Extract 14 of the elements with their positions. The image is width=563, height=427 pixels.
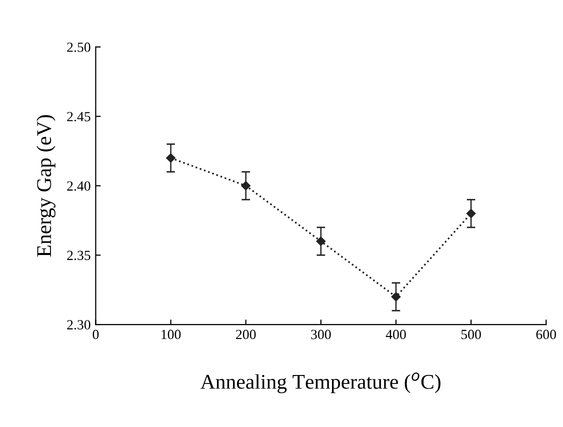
y-tick-label: 2.45: [67, 112, 90, 122]
x-tick-label: 0: [92, 330, 99, 340]
y-tick-label: 2.30: [67, 320, 90, 330]
x-tick-label: 100: [162, 330, 181, 340]
y-axis-title: Energy Gap (eV): [36, 115, 56, 257]
x-axis-title: Annealing Temperature ($^{o}$C): [200, 372, 440, 394]
y-tick-label: 2.35: [67, 250, 90, 260]
y-tick-label: 2.40: [67, 181, 90, 191]
y-tick-label: 2.50: [67, 42, 90, 52]
x-tick-label: 400: [386, 330, 406, 340]
x-tick-label: 500: [461, 330, 481, 340]
x-tick-label: 300: [311, 330, 331, 340]
x-tick-label: 200: [236, 330, 256, 340]
x-tick-label: 600: [536, 330, 556, 340]
